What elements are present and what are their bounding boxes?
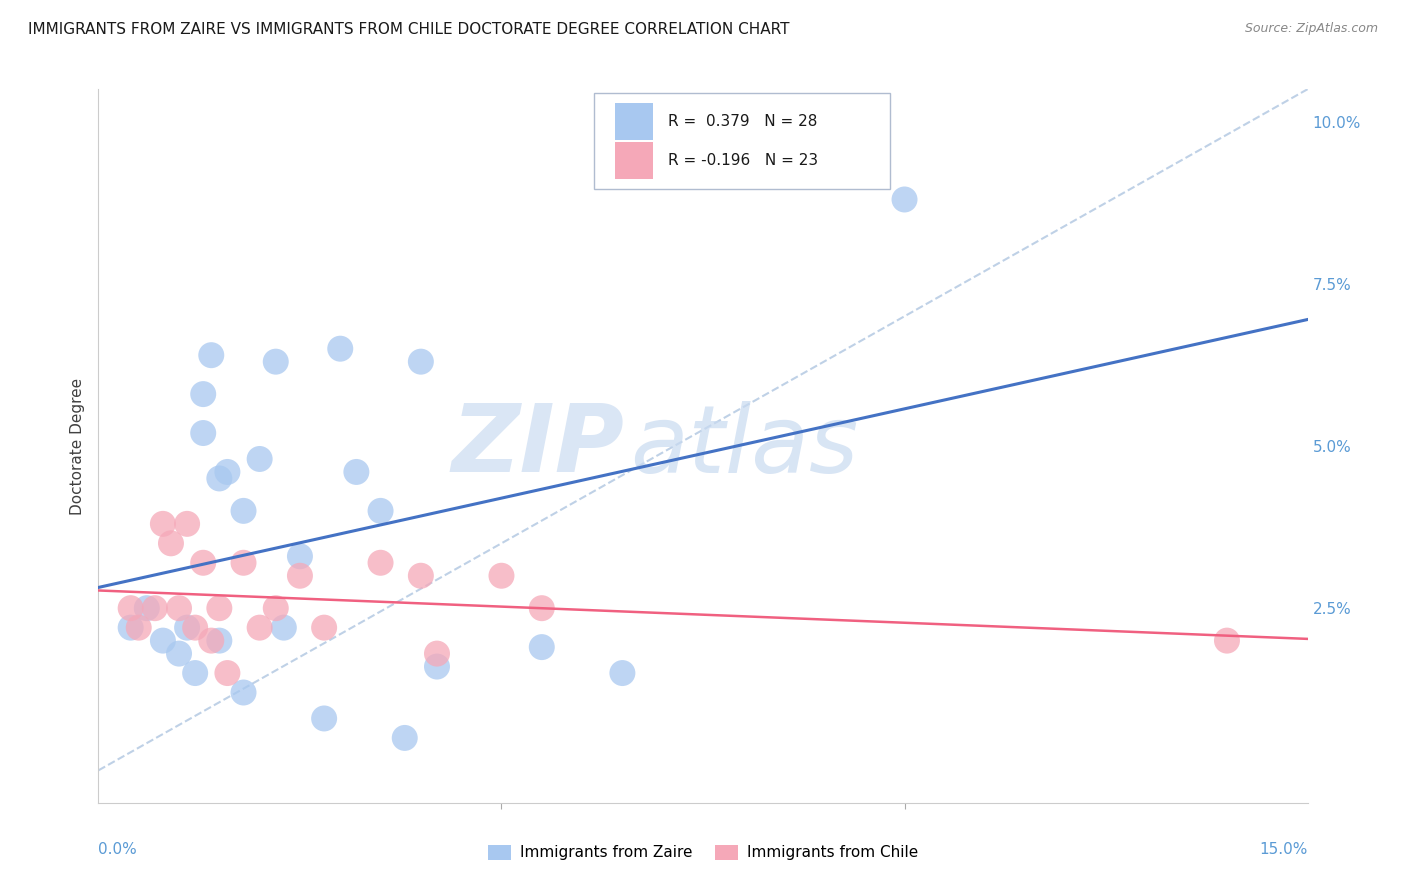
Point bbox=[288, 549, 311, 564]
Point bbox=[200, 633, 222, 648]
Point bbox=[167, 601, 190, 615]
Point bbox=[409, 354, 432, 368]
Point bbox=[426, 647, 449, 661]
Point bbox=[200, 348, 222, 362]
Point bbox=[232, 556, 254, 570]
Text: R =  0.379   N = 28: R = 0.379 N = 28 bbox=[668, 114, 817, 128]
Point bbox=[160, 536, 183, 550]
Point bbox=[128, 621, 150, 635]
Point bbox=[426, 659, 449, 673]
Point bbox=[135, 601, 157, 615]
Point bbox=[264, 354, 287, 368]
Point bbox=[370, 504, 392, 518]
Point bbox=[208, 601, 231, 615]
Text: 15.0%: 15.0% bbox=[1260, 842, 1308, 857]
Point bbox=[249, 452, 271, 467]
Point bbox=[208, 633, 231, 648]
Point bbox=[288, 568, 311, 582]
Point bbox=[370, 556, 392, 570]
Point bbox=[217, 666, 239, 681]
Point bbox=[249, 621, 271, 635]
Y-axis label: Doctorate Degree: Doctorate Degree bbox=[69, 377, 84, 515]
Point bbox=[491, 568, 513, 582]
Point bbox=[1216, 633, 1239, 648]
Text: Source: ZipAtlas.com: Source: ZipAtlas.com bbox=[1244, 22, 1378, 36]
Point bbox=[314, 621, 336, 635]
Point bbox=[152, 516, 174, 531]
Point bbox=[184, 621, 207, 635]
Point bbox=[232, 504, 254, 518]
Text: atlas: atlas bbox=[630, 401, 859, 491]
Point bbox=[120, 621, 142, 635]
Point bbox=[409, 568, 432, 582]
Point bbox=[217, 465, 239, 479]
Point bbox=[152, 633, 174, 648]
Point bbox=[167, 647, 190, 661]
FancyBboxPatch shape bbox=[595, 93, 890, 189]
Text: IMMIGRANTS FROM ZAIRE VS IMMIGRANTS FROM CHILE DOCTORATE DEGREE CORRELATION CHAR: IMMIGRANTS FROM ZAIRE VS IMMIGRANTS FROM… bbox=[28, 22, 790, 37]
Point bbox=[193, 387, 215, 401]
Point bbox=[264, 601, 287, 615]
Point bbox=[143, 601, 166, 615]
Point bbox=[208, 471, 231, 485]
Point bbox=[893, 193, 915, 207]
Point bbox=[314, 711, 336, 725]
Point bbox=[329, 342, 352, 356]
Point bbox=[394, 731, 416, 745]
Text: ZIP: ZIP bbox=[451, 400, 624, 492]
Point bbox=[184, 666, 207, 681]
Point bbox=[612, 666, 634, 681]
Point bbox=[273, 621, 295, 635]
Bar bbox=[614, 142, 654, 179]
Bar bbox=[614, 103, 654, 140]
Point bbox=[232, 685, 254, 699]
Text: 0.0%: 0.0% bbox=[98, 842, 138, 857]
Point bbox=[176, 621, 198, 635]
Point bbox=[344, 465, 367, 479]
Point bbox=[120, 601, 142, 615]
Point bbox=[193, 556, 215, 570]
Text: R = -0.196   N = 23: R = -0.196 N = 23 bbox=[668, 153, 818, 168]
Point bbox=[530, 640, 553, 654]
Point bbox=[176, 516, 198, 531]
Point bbox=[193, 425, 215, 440]
Legend: Immigrants from Zaire, Immigrants from Chile: Immigrants from Zaire, Immigrants from C… bbox=[481, 838, 925, 866]
Point bbox=[530, 601, 553, 615]
